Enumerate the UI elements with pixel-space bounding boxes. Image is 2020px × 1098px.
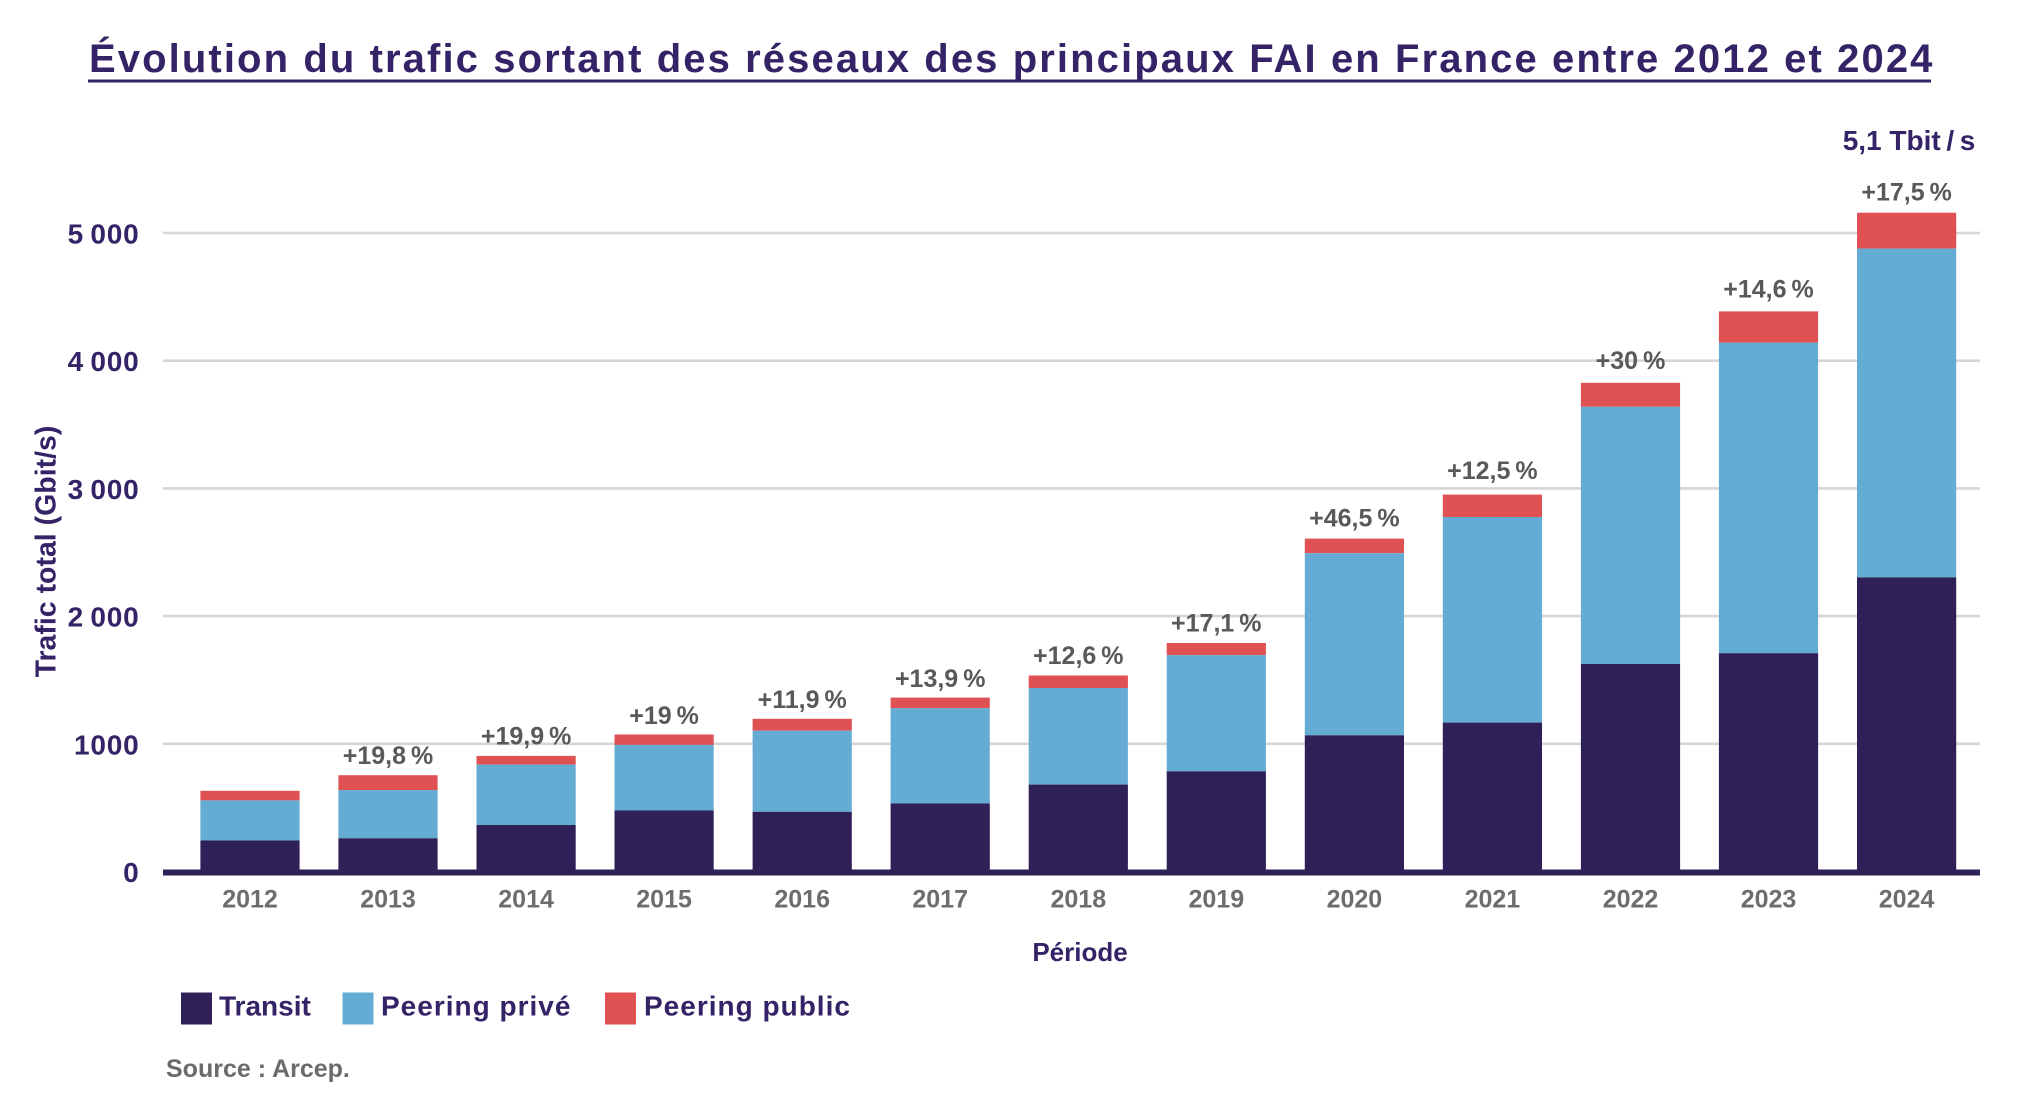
svg-text:+14,6 %: +14,6 % — [1723, 276, 1814, 304]
svg-text:2017: 2017 — [912, 886, 968, 914]
svg-text:2012: 2012 — [222, 886, 278, 914]
svg-text:Peering privé: Peering privé — [381, 991, 571, 1022]
svg-text:Trafic total (Gbit/s): Trafic total (Gbit/s) — [31, 426, 63, 678]
svg-text:2023: 2023 — [1741, 886, 1797, 914]
svg-text:+12,6 %: +12,6 % — [1033, 642, 1124, 670]
svg-text:0: 0 — [123, 857, 139, 888]
svg-text:2024: 2024 — [1879, 886, 1935, 914]
svg-text:2018: 2018 — [1050, 886, 1106, 914]
svg-text:Source : Arcep.: Source : Arcep. — [166, 1055, 350, 1083]
svg-text:2014: 2014 — [498, 886, 554, 914]
svg-text:+17,1 %: +17,1 % — [1171, 610, 1262, 638]
svg-text:Transit: Transit — [219, 991, 311, 1022]
svg-text:+19 %: +19 % — [629, 702, 699, 730]
svg-text:3 000: 3 000 — [68, 474, 140, 505]
svg-text:+46,5 %: +46,5 % — [1309, 505, 1400, 533]
svg-text:1000: 1000 — [74, 729, 140, 760]
svg-text:Peering public: Peering public — [644, 991, 851, 1022]
svg-text:2019: 2019 — [1188, 886, 1244, 914]
svg-text:2013: 2013 — [360, 886, 416, 914]
svg-text:2 000: 2 000 — [68, 602, 140, 633]
svg-text:+19,8 %: +19,8 % — [343, 742, 434, 770]
svg-text:5 000: 5 000 — [68, 219, 140, 250]
svg-text:Période: Période — [1032, 937, 1127, 967]
svg-text:2020: 2020 — [1327, 886, 1383, 914]
svg-text:+13,9 %: +13,9 % — [895, 665, 986, 693]
svg-text:2022: 2022 — [1603, 886, 1659, 914]
svg-text:2016: 2016 — [774, 886, 830, 914]
svg-text:+12,5 %: +12,5 % — [1447, 457, 1538, 485]
svg-text:5,1 Tbit / s: 5,1 Tbit / s — [1843, 125, 1976, 156]
svg-text:2021: 2021 — [1465, 886, 1521, 914]
svg-text:+30 %: +30 % — [1596, 347, 1666, 375]
svg-text:2015: 2015 — [636, 886, 692, 914]
svg-text:+11,9 %: +11,9 % — [758, 686, 847, 714]
svg-text:+19,9 %: +19,9 % — [481, 723, 572, 751]
svg-text:+17,5 %: +17,5 % — [1861, 179, 1952, 207]
svg-text:4 000: 4 000 — [68, 346, 140, 377]
svg-text:Évolution du trafic sortant de: Évolution du trafic sortant des réseaux … — [89, 36, 1935, 81]
